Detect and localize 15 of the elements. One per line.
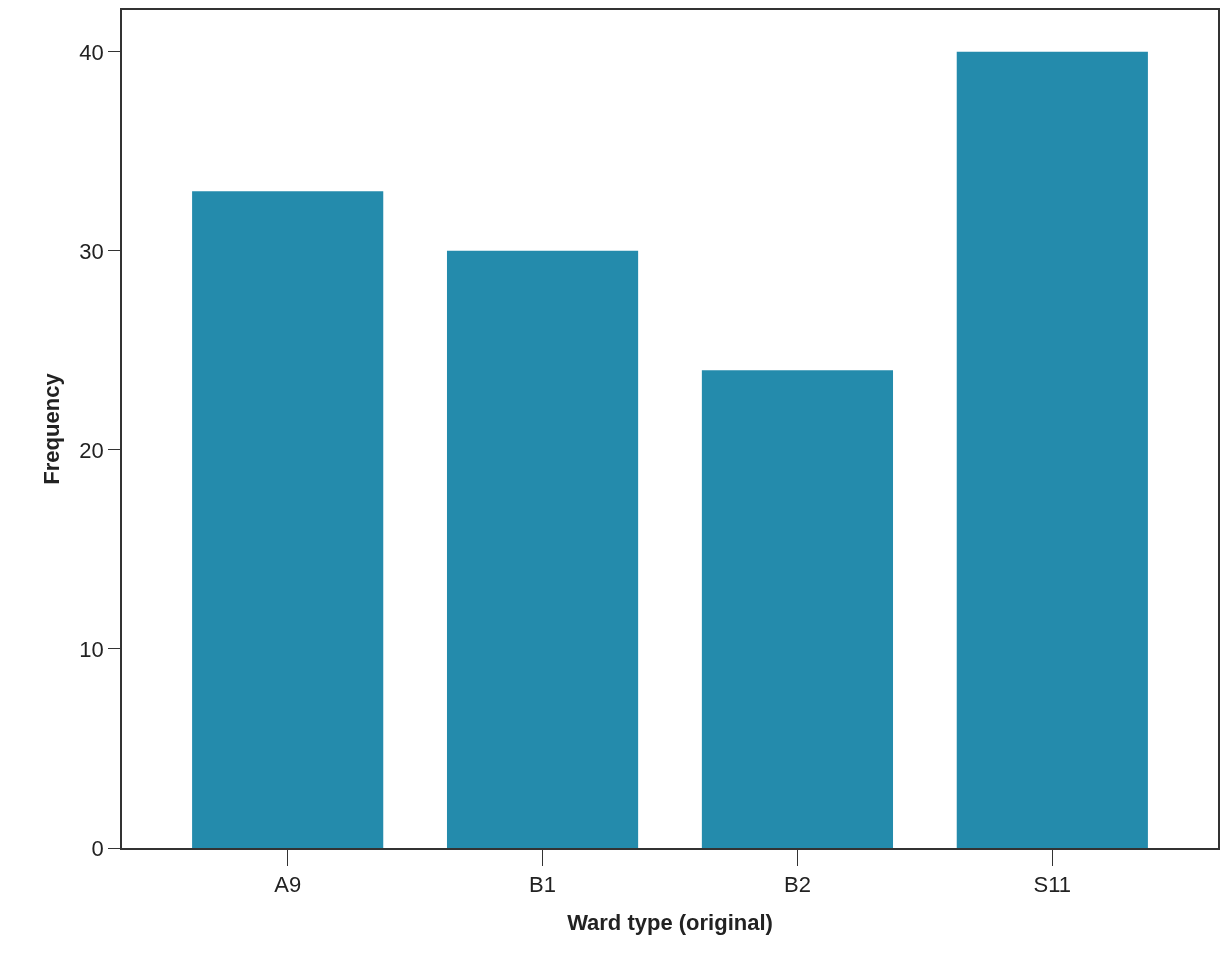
bar [956,51,1148,848]
x-tick-label: A9 [274,872,302,898]
y-tick-label: 30 [79,238,104,264]
bar [446,250,639,848]
x-axis-title: Ward type (original) [567,909,773,935]
x-tick-label: B1 [529,872,557,898]
x-tick-label: B2 [783,872,811,898]
bar [192,191,384,848]
y-tick-label: 40 [79,39,104,65]
y-axis-title: Frequency [38,372,64,485]
y-tick-label: 10 [79,636,104,662]
x-tick-label: S11 [1033,872,1072,898]
y-tick-label: 20 [79,437,104,463]
y-tick-label: 0 [91,835,104,861]
bar [701,370,894,848]
